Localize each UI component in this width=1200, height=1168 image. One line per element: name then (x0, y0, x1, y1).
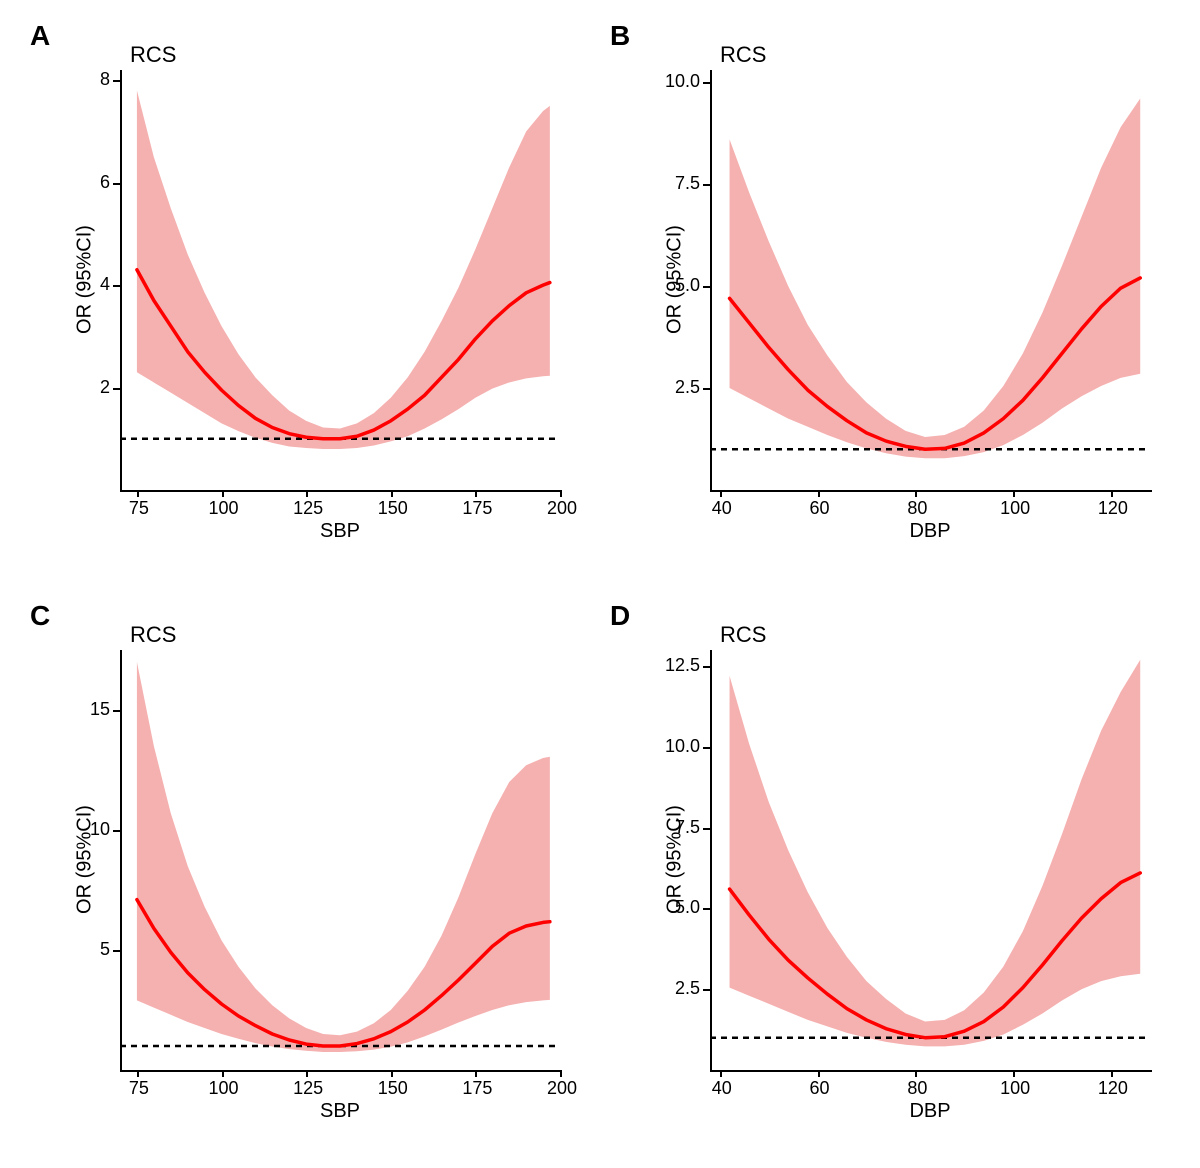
y-tick-label: 7.5 (655, 173, 700, 194)
x-tick-label: 120 (1093, 498, 1133, 519)
x-axis-label-C: SBP (300, 1100, 380, 1123)
x-tick (475, 490, 477, 497)
chart-svg-C (120, 650, 560, 1070)
x-tick (560, 1070, 562, 1077)
x-tick-label: 60 (800, 498, 840, 519)
x-tick (137, 1070, 139, 1077)
x-tick-label: 75 (119, 1078, 159, 1099)
panel-subtitle-B: RCS (720, 42, 766, 68)
y-tick-label: 10.0 (655, 736, 700, 757)
y-axis-label-C: OR (95%CI) (74, 800, 97, 920)
x-tick (475, 1070, 477, 1077)
y-tick (703, 747, 710, 749)
x-axis-label-B: DBP (890, 520, 970, 543)
y-tick (113, 183, 120, 185)
y-tick (703, 989, 710, 991)
y-tick (703, 388, 710, 390)
x-tick-label: 125 (288, 498, 328, 519)
y-tick (703, 286, 710, 288)
y-tick (113, 950, 120, 952)
y-tick (113, 710, 120, 712)
x-tick (560, 490, 562, 497)
panel-label-B: B (610, 20, 630, 52)
ci-band (137, 90, 550, 449)
y-tick-label: 5 (65, 939, 110, 960)
x-tick-label: 40 (702, 498, 742, 519)
x-tick (391, 490, 393, 497)
chart-svg-A (120, 70, 560, 490)
x-tick-label: 200 (542, 1078, 582, 1099)
x-tick-label: 75 (119, 498, 159, 519)
y-tick-label: 5.0 (655, 897, 700, 918)
x-tick (306, 490, 308, 497)
y-tick-label: 2.5 (655, 978, 700, 999)
y-tick (113, 830, 120, 832)
y-tick-label: 6 (65, 172, 110, 193)
ci-band (730, 99, 1141, 459)
x-axis-label-D: DBP (890, 1100, 970, 1123)
y-tick-label: 2.5 (655, 377, 700, 398)
panel-subtitle-D: RCS (720, 622, 766, 648)
y-tick (113, 80, 120, 82)
x-tick (720, 490, 722, 497)
x-tick-label: 125 (288, 1078, 328, 1099)
x-tick (222, 1070, 224, 1077)
x-tick (720, 1070, 722, 1077)
x-tick (137, 490, 139, 497)
x-tick-label: 100 (204, 1078, 244, 1099)
y-tick (113, 388, 120, 390)
x-tick (1111, 490, 1113, 497)
panel-subtitle-C: RCS (130, 622, 176, 648)
chart-svg-D (710, 650, 1150, 1070)
chart-svg-B (710, 70, 1150, 490)
panel-label-C: C (30, 600, 50, 632)
x-tick (1111, 1070, 1113, 1077)
x-tick-label: 100 (995, 1078, 1035, 1099)
x-tick-label: 100 (995, 498, 1035, 519)
x-tick (915, 1070, 917, 1077)
x-tick (1013, 490, 1015, 497)
x-tick-label: 60 (800, 1078, 840, 1099)
x-tick-label: 80 (897, 1078, 937, 1099)
y-tick-label: 5.0 (655, 275, 700, 296)
x-tick-label: 175 (457, 498, 497, 519)
x-tick (306, 1070, 308, 1077)
y-tick (703, 828, 710, 830)
y-tick (703, 184, 710, 186)
ci-band (730, 660, 1141, 1047)
x-tick-label: 200 (542, 498, 582, 519)
y-tick-label: 4 (65, 274, 110, 295)
y-tick (703, 666, 710, 668)
x-tick (391, 1070, 393, 1077)
x-tick-label: 150 (373, 498, 413, 519)
y-tick-label: 7.5 (655, 817, 700, 838)
y-tick-label: 10 (65, 819, 110, 840)
x-axis-label-A: SBP (300, 520, 380, 543)
x-tick (915, 490, 917, 497)
y-tick-label: 8 (65, 69, 110, 90)
x-tick (1013, 1070, 1015, 1077)
x-tick (818, 490, 820, 497)
x-tick (818, 1070, 820, 1077)
x-tick-label: 120 (1093, 1078, 1133, 1099)
panel-label-D: D (610, 600, 630, 632)
x-tick-label: 80 (897, 498, 937, 519)
y-tick (703, 82, 710, 84)
y-tick-label: 12.5 (655, 655, 700, 676)
x-tick-label: 175 (457, 1078, 497, 1099)
y-tick (703, 908, 710, 910)
y-tick (113, 285, 120, 287)
y-tick-label: 10.0 (655, 71, 700, 92)
y-tick-label: 2 (65, 377, 110, 398)
y-tick-label: 15 (65, 699, 110, 720)
figure: A RCS OR (95%CI) SBP 75 100 125 150 175 200 2 4 6 8 B R… (0, 0, 1200, 1168)
x-tick-label: 40 (702, 1078, 742, 1099)
x-tick-label: 100 (204, 498, 244, 519)
panel-label-A: A (30, 20, 50, 52)
ci-band (137, 662, 550, 1052)
panel-subtitle-A: RCS (130, 42, 176, 68)
x-tick (222, 490, 224, 497)
x-tick-label: 150 (373, 1078, 413, 1099)
